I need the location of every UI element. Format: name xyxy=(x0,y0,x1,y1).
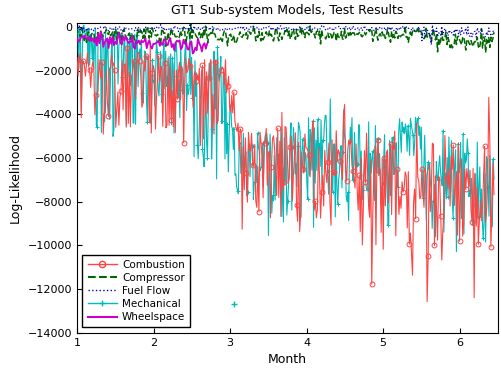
X-axis label: Month: Month xyxy=(268,353,306,366)
Y-axis label: Log-Likelihood: Log-Likelihood xyxy=(9,133,22,223)
Title: GT1 Sub-system Models, Test Results: GT1 Sub-system Models, Test Results xyxy=(171,4,403,17)
Legend: Combustion, Compressor, Fuel Flow, Mechanical, Wheelspace: Combustion, Compressor, Fuel Flow, Mecha… xyxy=(82,255,190,328)
